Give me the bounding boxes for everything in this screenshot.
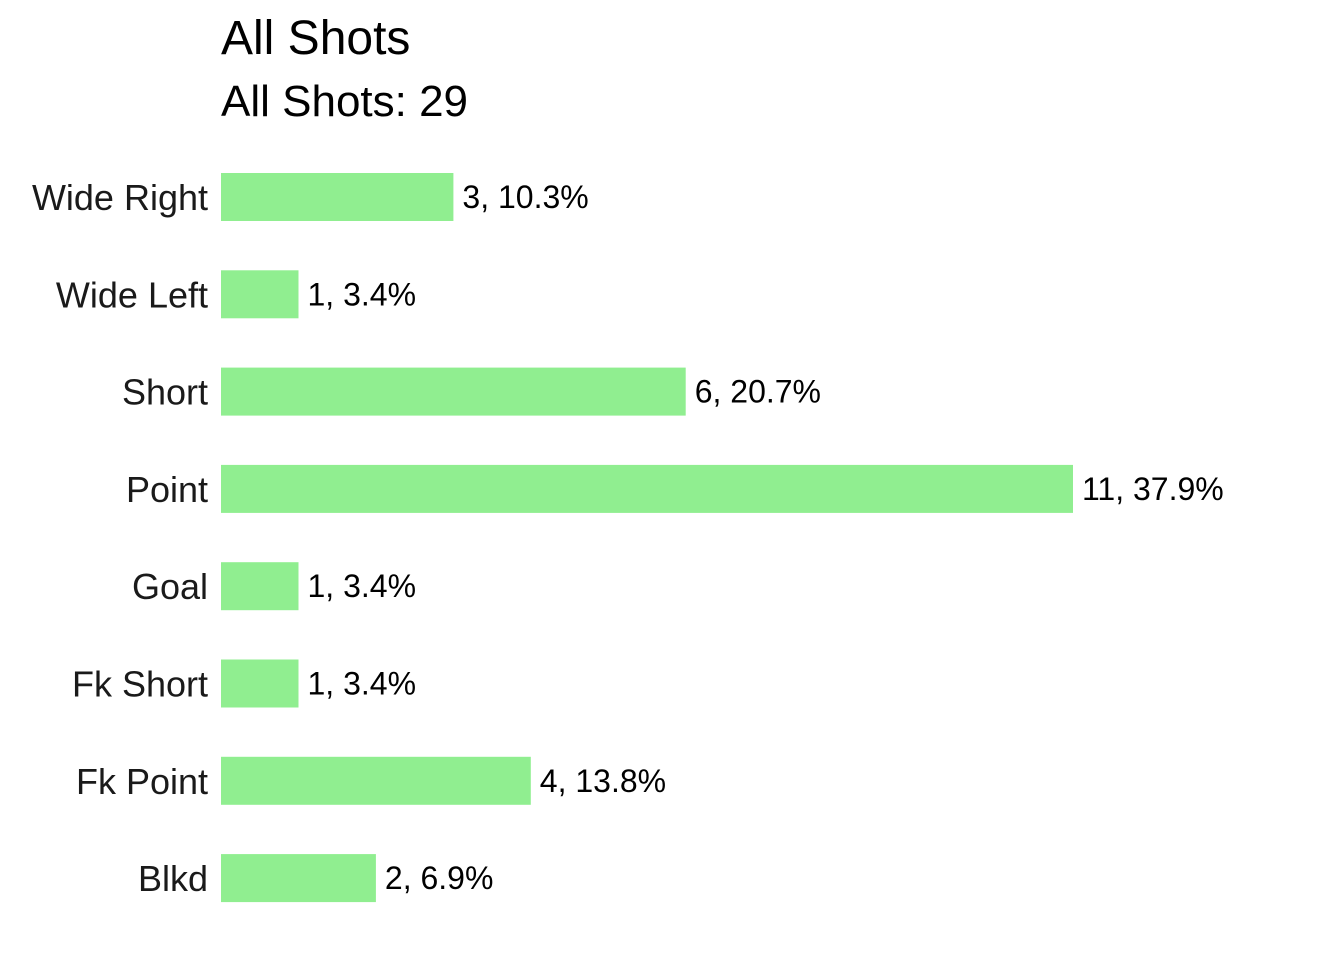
category-label: Fk Point: [76, 761, 208, 802]
data-label: 2, 6.9%: [385, 860, 494, 896]
bar-short: [221, 367, 686, 416]
category-label: Wide Left: [56, 274, 208, 315]
bar-fk-short: [221, 659, 299, 708]
data-label: 1, 3.4%: [308, 666, 417, 702]
bar-goal: [221, 562, 299, 611]
data-label: 1, 3.4%: [308, 568, 417, 604]
chart-title: All Shots: [221, 12, 410, 65]
data-label: 3, 10.3%: [462, 179, 588, 215]
category-label: Wide Right: [32, 177, 208, 218]
category-label: Fk Short: [72, 664, 208, 705]
category-labels: Wide Right Wide Left Short Point Goal Fk Shor…: [32, 177, 208, 899]
data-labels: 3, 10.3% 1, 3.4% 6, 20.7% 11, 37.9% 1, 3.4% 1…: [308, 179, 1224, 896]
category-label: Short: [122, 372, 208, 413]
data-label: 6, 20.7%: [695, 374, 821, 410]
bar-wide-right: [221, 173, 454, 221]
category-label: Point: [126, 469, 208, 510]
bar-point: [221, 464, 1073, 513]
category-label: Blkd: [138, 858, 208, 899]
data-label: 4, 13.8%: [540, 763, 666, 799]
data-label: 11, 37.9%: [1082, 471, 1224, 507]
bar-blkd: [221, 854, 376, 903]
chart-subtitle: All Shots: 29: [221, 77, 468, 126]
bar-wide-left: [221, 270, 299, 319]
data-label: 1, 3.4%: [308, 276, 417, 312]
bar-fk-point: [221, 756, 531, 805]
category-label: Goal: [132, 566, 208, 607]
bars-layer: [221, 173, 1073, 903]
